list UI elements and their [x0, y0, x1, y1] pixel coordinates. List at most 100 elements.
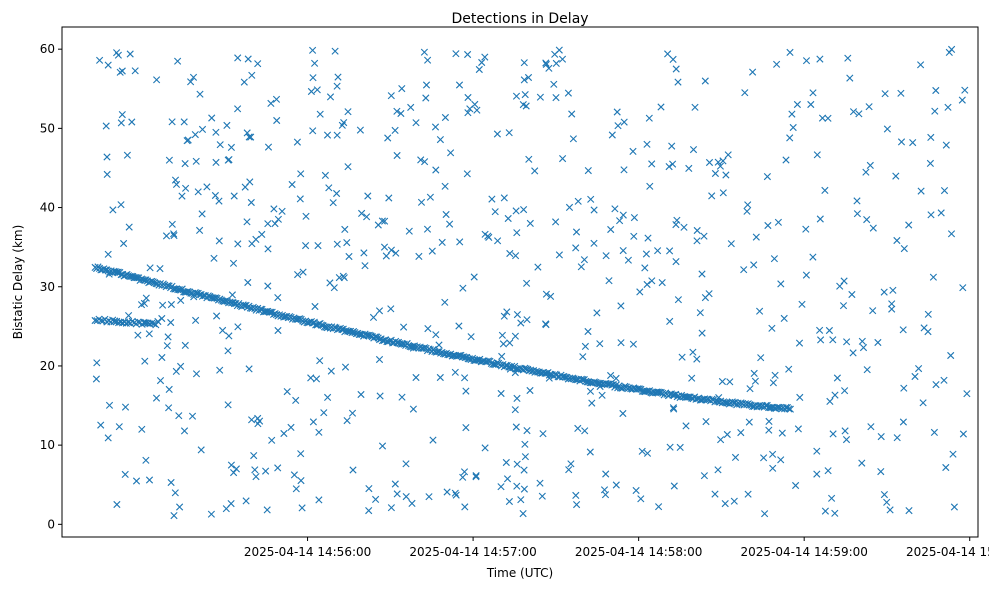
data-point-x-marker	[244, 278, 252, 287]
data-point-x-marker	[232, 465, 240, 473]
data-point-x-marker	[813, 470, 821, 478]
data-point-x-marker	[210, 294, 218, 302]
data-point-x-marker	[883, 498, 891, 506]
data-point-x-marker	[568, 110, 576, 118]
data-point-x-marker	[580, 256, 588, 264]
data-point-x-marker	[730, 497, 738, 505]
data-point-x-marker	[254, 420, 262, 428]
data-point-x-marker	[893, 434, 901, 442]
data-point-x-marker	[932, 86, 940, 95]
data-point-x-marker	[654, 247, 662, 255]
data-point-x-marker	[139, 276, 147, 284]
data-point-x-marker	[821, 507, 829, 515]
data-point-x-marker	[682, 422, 690, 430]
data-point-x-marker	[364, 331, 372, 339]
data-point-x-marker	[796, 393, 804, 401]
data-point-x-marker	[326, 93, 335, 101]
data-point-x-marker	[315, 428, 323, 436]
data-point-x-marker	[846, 74, 854, 82]
data-point-x-marker	[961, 86, 969, 94]
data-point-x-marker	[181, 341, 189, 349]
data-point-x-marker	[113, 500, 121, 509]
data-point-x-marker	[666, 443, 674, 451]
data-point-x-marker	[888, 305, 896, 313]
data-point-x-marker	[365, 507, 373, 515]
data-point-x-marker	[381, 217, 389, 225]
data-point-x-marker	[612, 481, 620, 489]
data-point-x-marker	[676, 443, 684, 451]
data-point-x-marker	[786, 405, 794, 413]
data-point-x-marker	[164, 333, 172, 341]
data-point-x-marker	[818, 114, 827, 122]
data-point-x-marker	[263, 506, 271, 514]
data-point-x-marker	[397, 340, 405, 348]
data-point-x-marker	[607, 371, 615, 380]
data-point-x-marker	[408, 499, 416, 507]
data-point-x-marker	[302, 242, 310, 250]
data-point-x-marker	[165, 404, 173, 412]
data-point-x-marker	[513, 394, 521, 402]
data-point-x-marker	[833, 374, 841, 382]
data-point-x-marker	[197, 446, 205, 454]
data-point-x-marker	[813, 447, 821, 455]
data-point-x-marker	[183, 288, 191, 296]
data-point-x-marker	[210, 254, 218, 262]
data-point-x-marker	[130, 274, 138, 282]
data-point-x-marker	[883, 125, 891, 133]
data-point-x-marker	[463, 170, 471, 178]
data-point-x-marker	[324, 393, 332, 401]
data-point-x-marker	[825, 326, 833, 335]
data-point-x-marker	[385, 194, 393, 202]
data-point-x-marker	[572, 244, 580, 252]
data-point-x-marker	[826, 397, 834, 405]
data-point-x-marker	[333, 240, 341, 248]
data-point-x-marker	[588, 399, 596, 407]
data-point-x-marker	[926, 159, 934, 167]
data-point-x-marker	[519, 510, 527, 518]
data-point-x-marker	[536, 93, 544, 101]
data-point-x-marker	[429, 436, 437, 444]
data-point-x-marker	[273, 116, 281, 125]
data-point-x-marker	[113, 268, 121, 276]
data-point-x-marker	[473, 106, 481, 114]
data-point-x-marker	[646, 182, 654, 190]
data-point-x-marker	[103, 153, 111, 161]
data-point-x-marker	[521, 440, 529, 448]
data-point-x-marker	[104, 61, 112, 69]
data-point-x-marker	[333, 131, 341, 139]
data-point-x-marker	[333, 189, 341, 198]
data-point-x-marker	[536, 479, 544, 487]
data-point-x-marker	[513, 482, 521, 490]
data-point-x-marker	[391, 480, 399, 488]
data-point-x-marker	[802, 57, 811, 65]
data-point-x-marker	[349, 328, 357, 336]
data-point-x-marker	[234, 323, 242, 331]
data-point-x-marker	[168, 220, 176, 228]
data-point-x-marker	[268, 436, 276, 444]
data-point-x-marker	[252, 473, 260, 481]
data-point-x-marker	[743, 207, 751, 215]
data-point-x-marker	[464, 109, 472, 117]
data-point-x-marker	[900, 384, 908, 392]
data-point-x-marker	[793, 100, 801, 109]
data-point-x-marker	[402, 493, 410, 501]
data-point-x-marker	[287, 423, 295, 431]
data-point-x-marker	[545, 64, 553, 72]
data-point-x-marker	[140, 299, 148, 307]
data-point-x-marker	[711, 169, 719, 178]
data-point-x-marker	[552, 218, 560, 226]
data-point-x-marker	[644, 234, 652, 242]
data-point-x-marker	[134, 318, 142, 326]
data-point-x-marker	[777, 280, 785, 288]
data-point-x-marker	[459, 473, 467, 481]
data-point-x-marker	[705, 290, 713, 298]
data-point-x-marker	[146, 264, 154, 272]
data-point-x-marker	[785, 365, 793, 373]
data-point-x-marker	[441, 298, 449, 306]
data-point-x-marker	[665, 163, 673, 171]
data-point-x-marker	[426, 193, 434, 201]
data-point-x-marker	[375, 355, 384, 364]
data-point-x-marker	[246, 178, 254, 186]
data-point-x-marker	[701, 77, 709, 85]
data-point-x-marker	[600, 486, 609, 494]
